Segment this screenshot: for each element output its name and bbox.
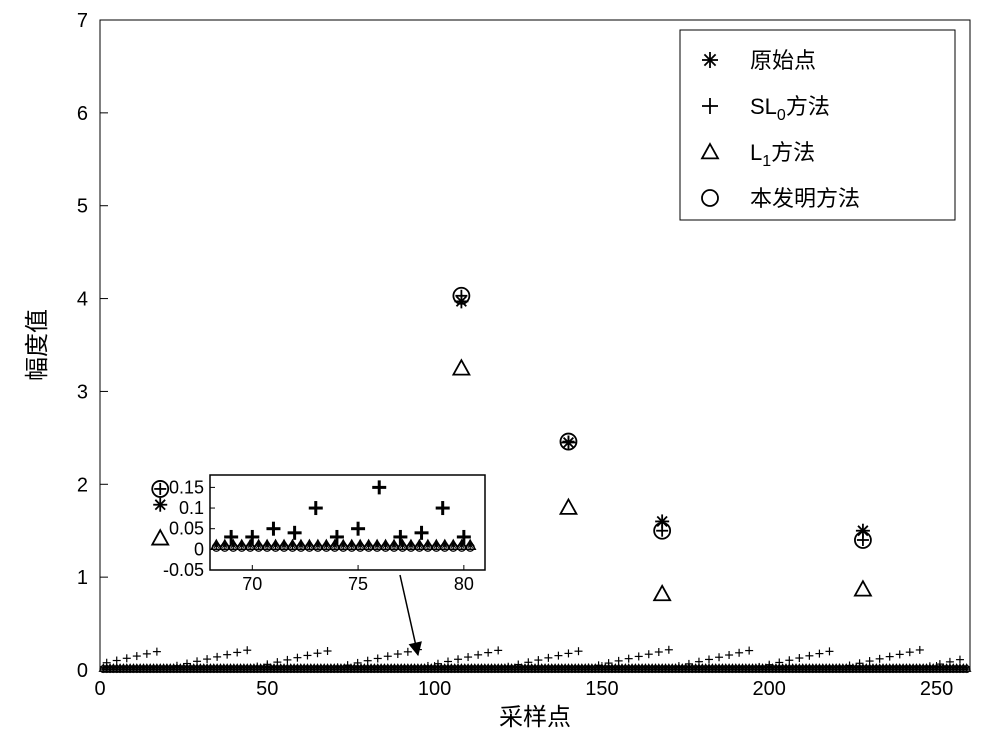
x-tick-label: 250 [920, 678, 953, 700]
inset-ytick-label: -0.05 [163, 560, 204, 580]
legend-label: SL0方法 [750, 94, 830, 124]
plot-border [100, 20, 970, 670]
y-axis-label: 幅度值 [24, 309, 51, 381]
y-tick-label: 7 [77, 10, 88, 32]
chart-container: 0 50 100 150 200 250 0 1 2 3 4 5 6 7 采样点 幅度值 原始点 SL0方法 L1方… [0, 0, 1000, 742]
inset-ytick-label: 0.15 [169, 477, 204, 497]
inset-ytick-label: 0.05 [169, 519, 204, 539]
chart-svg: 0 50 100 150 200 250 0 1 2 3 4 5 6 7 采样点 幅度值 原始点 SL0方法 L1方… [0, 0, 1000, 742]
y-tick-label: 2 [77, 474, 88, 496]
y-tick-label: 1 [77, 567, 88, 589]
inset-xtick-label: 80 [454, 574, 474, 594]
main-points [152, 288, 871, 600]
inset-data [211, 480, 475, 551]
x-axis-label: 采样点 [499, 704, 571, 731]
y-tick-label: 0 [77, 660, 88, 682]
inset-arrow-head [410, 642, 422, 655]
x-tick-label: 100 [418, 678, 451, 700]
inset-xtick-label: 70 [242, 574, 262, 594]
x-tick-label: 150 [585, 678, 618, 700]
inset-ytick-label: 0 [194, 539, 204, 559]
inset-ytick-label: 0.1 [179, 498, 204, 518]
y-tick-label: 4 [77, 289, 88, 311]
legend-label: L1方法 [750, 140, 815, 170]
inset-xtick-label: 75 [348, 574, 368, 594]
noise-band [99, 646, 970, 673]
x-tick-label: 0 [94, 678, 105, 700]
x-tick-label: 200 [753, 678, 786, 700]
y-tick-label: 5 [77, 196, 88, 218]
x-tick-label: 50 [256, 678, 278, 700]
legend-label: 本发明方法 [750, 186, 860, 211]
y-tick-label: 3 [77, 381, 88, 403]
legend-label: 原始点 [750, 48, 816, 73]
y-tick-label: 6 [77, 103, 88, 125]
inset-box [210, 475, 485, 570]
